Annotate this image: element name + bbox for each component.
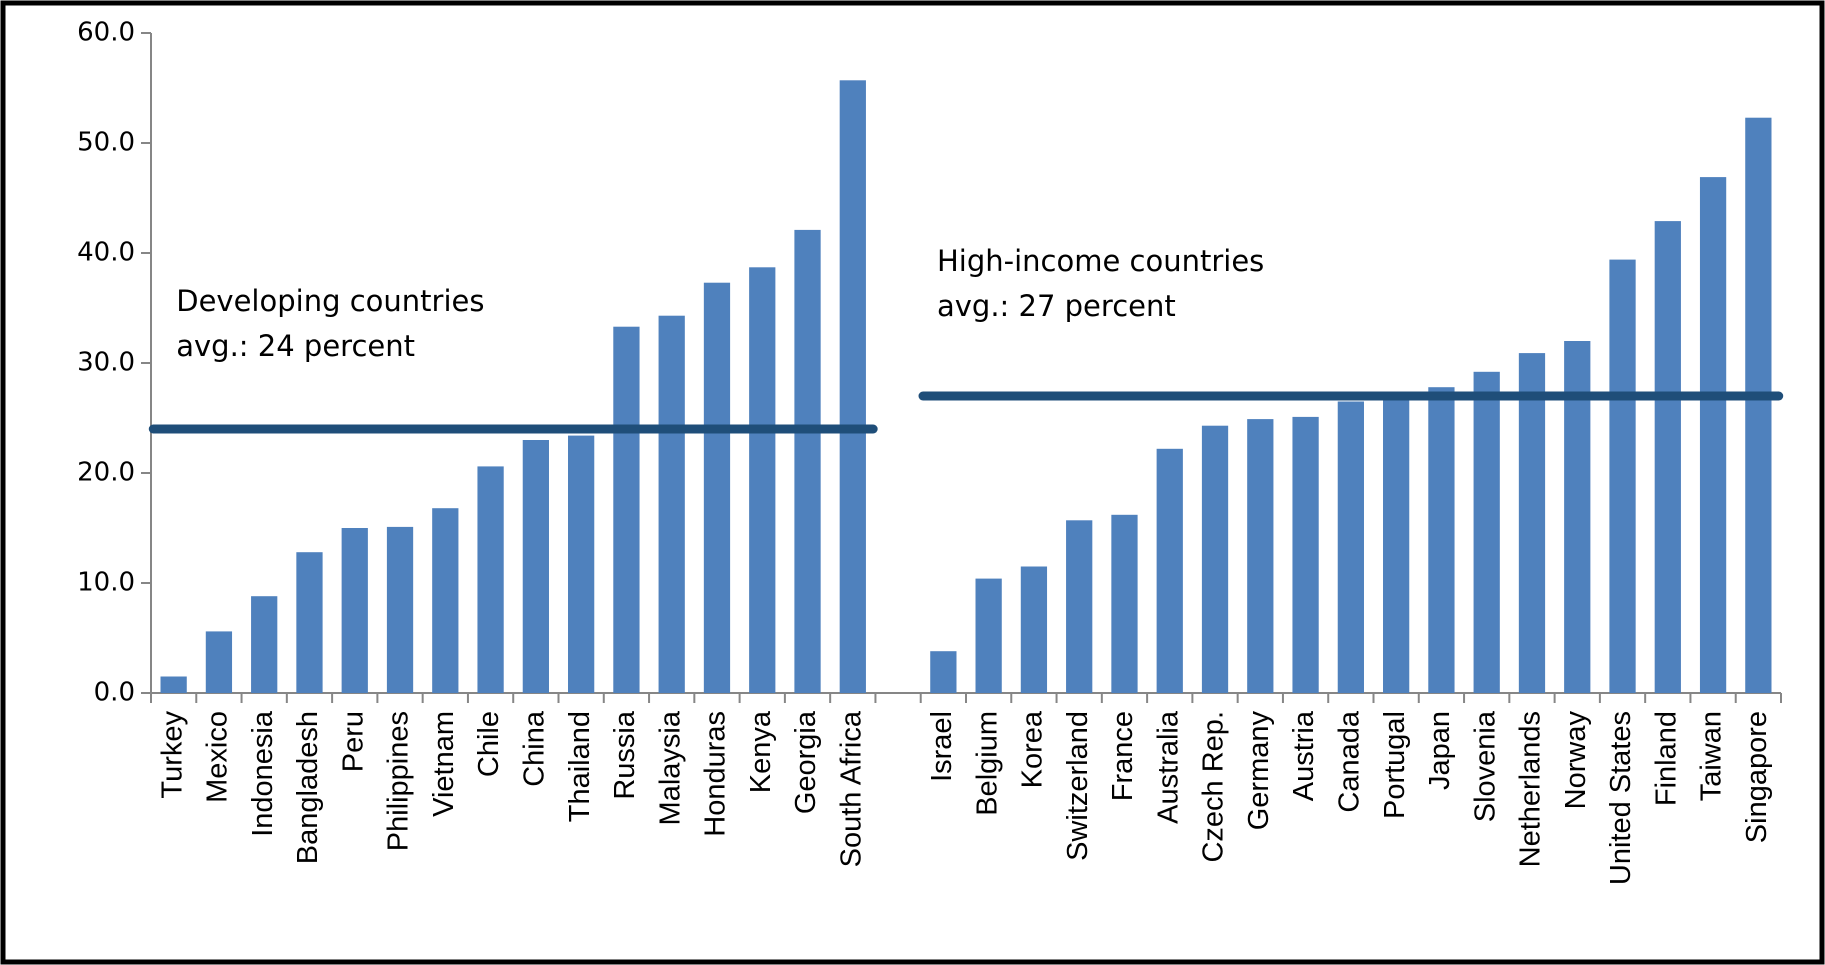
x-tick-label: Norway [1560, 711, 1592, 810]
bar [749, 267, 776, 693]
bar [522, 440, 549, 693]
x-tick-label: Mexico [202, 711, 234, 803]
bar [975, 578, 1002, 693]
annotation: avg.: 24 percent [176, 329, 415, 363]
x-tick-label: Austria [1288, 710, 1320, 801]
y-tick-label: 0.0 [94, 678, 135, 708]
x-tick-label: Taiwan [1696, 711, 1728, 801]
x-tick-label: Switzerland [1062, 711, 1094, 861]
bar [1111, 514, 1138, 693]
bar [1201, 425, 1229, 693]
y-tick-label: 50.0 [77, 128, 135, 158]
x-tick-label: China [519, 710, 551, 787]
x-tick-label: Netherlands [1515, 711, 1547, 867]
x-tick-label: Belgium [971, 711, 1003, 816]
x-tick-label: Peru [337, 711, 369, 772]
y-tick-label: 40.0 [77, 238, 135, 268]
bar [1473, 371, 1500, 693]
y-tick-label: 10.0 [77, 568, 135, 598]
bar [1383, 398, 1410, 693]
x-tick-label: Thailand [564, 711, 596, 822]
x-tick-label: Chile [473, 711, 505, 777]
bar [1066, 520, 1093, 693]
x-tick-label: Georgia [790, 710, 822, 814]
bar [1609, 259, 1636, 693]
x-tick-label: Czech Rep. [1198, 711, 1230, 863]
bar [613, 326, 640, 693]
y-tick-label: 30.0 [77, 348, 135, 378]
bar [251, 596, 278, 693]
bar [1247, 419, 1274, 693]
bar [658, 315, 685, 693]
bar [1337, 401, 1364, 693]
bar [1654, 221, 1681, 693]
x-tick-label: Honduras [700, 711, 732, 837]
bar [341, 528, 368, 693]
bar [930, 651, 957, 693]
y-tick-label: 60.0 [77, 18, 135, 48]
bar [1020, 566, 1048, 693]
x-tick-label: Portugal [1379, 711, 1411, 819]
bar [703, 282, 731, 693]
x-tick-label: Bangladesh [292, 711, 324, 864]
x-tick-label: Vietnam [428, 711, 460, 817]
x-tick-label: Philippines [383, 711, 415, 851]
x-tick-label: Malaysia [654, 710, 686, 825]
x-tick-label: Germany [1243, 711, 1275, 831]
x-tick-label: Korea [1017, 710, 1049, 788]
bar [1428, 387, 1455, 693]
x-tick-label: Canada [1334, 710, 1366, 812]
bar [1745, 117, 1772, 693]
bar [386, 526, 414, 693]
x-tick-label: United States [1605, 711, 1637, 885]
x-tick-label: Israel [926, 711, 958, 782]
bar [1518, 353, 1546, 693]
y-tick-label: 20.0 [77, 458, 135, 488]
bar [205, 631, 233, 693]
annotation: Developing countries [176, 284, 484, 318]
x-tick-label: France [1107, 711, 1139, 801]
bar [1699, 177, 1727, 694]
bar [432, 508, 459, 693]
x-tick-label: Australia [1152, 710, 1184, 824]
x-tick-label: Slovenia [1469, 710, 1501, 822]
bar [160, 676, 187, 693]
x-tick-label: Singapore [1741, 711, 1773, 843]
x-tick-label: Russia [609, 710, 641, 800]
x-tick-label: Turkey [156, 711, 188, 799]
bar [794, 229, 821, 693]
bar [477, 466, 504, 693]
bar [568, 435, 595, 693]
x-tick-label: South Africa [835, 710, 867, 867]
annotation: avg.: 27 percent [937, 289, 1176, 323]
x-tick-label: Finland [1650, 711, 1682, 806]
annotation: High-income countries [937, 244, 1264, 278]
bar [1156, 448, 1183, 693]
bar [839, 80, 866, 694]
x-tick-label: Kenya [745, 710, 777, 793]
bar [296, 552, 323, 693]
x-tick-label: Indonesia [247, 710, 279, 837]
bar [1292, 416, 1319, 693]
x-tick-label: Japan [1424, 711, 1456, 790]
